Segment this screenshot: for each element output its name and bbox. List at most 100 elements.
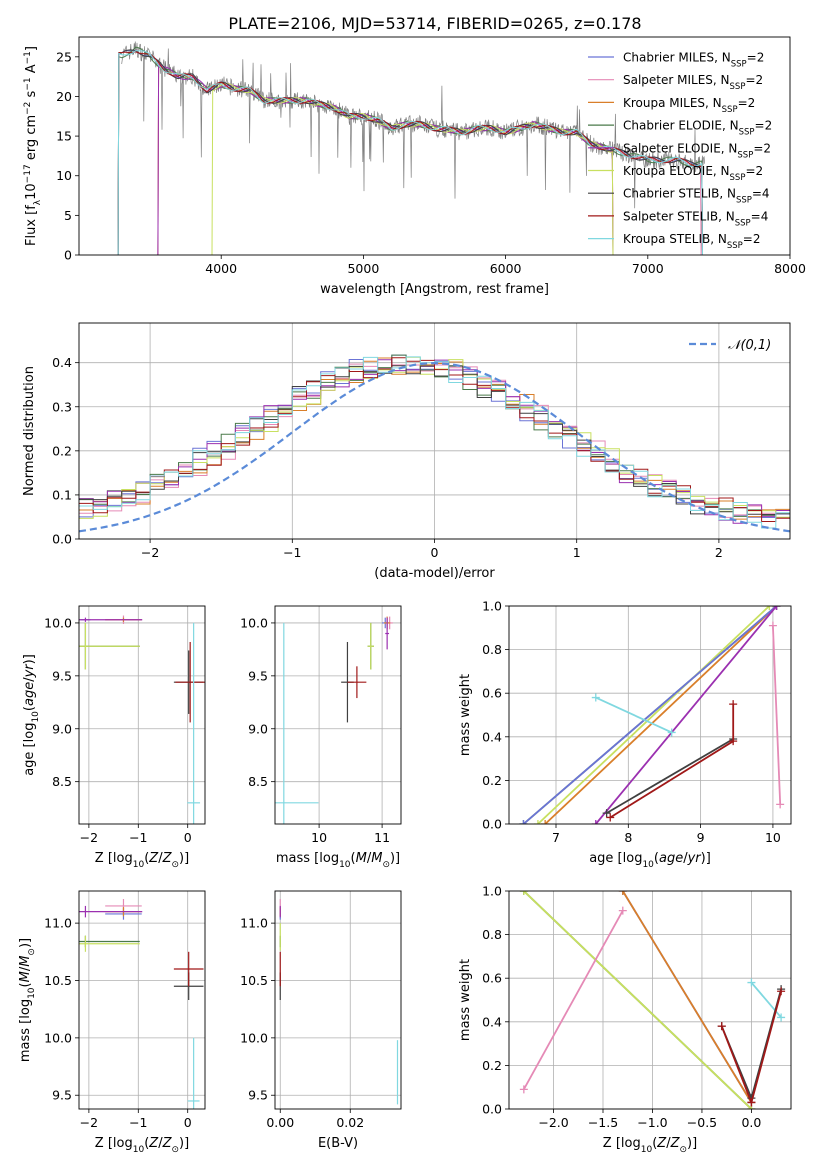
y-tick-label: 0.4 [52,355,72,370]
mass_vs_ebv-frame [274,890,402,1110]
errorbar-point [173,951,204,987]
x-tick-label: 0 [184,830,192,845]
weight-marker [533,820,542,824]
label-part: log [18,999,33,1019]
weight-marker [776,800,785,809]
label-part: Z [656,1136,667,1151]
y-tick-label: 9.5 [52,1088,72,1103]
label-part: log [621,1136,641,1151]
x-tick-label: 11 [374,830,390,845]
legend-tail: =4 [752,187,770,201]
weight-marker [591,693,600,702]
legend-label: Kroupa MILES, N [623,96,722,110]
label-part: yr [22,663,37,679]
label-part: M [18,971,33,982]
x-tick-label: 7 [552,830,560,845]
legend-label: Chabrier MILES, N [623,51,731,65]
label-part: )] [701,851,711,866]
x-tick-label: −1.0 [637,1115,667,1130]
y-tick-label: 9.5 [248,1088,268,1103]
label-part: A [24,64,39,77]
legend-entry: Kroupa STELIB, NSSP=2 [623,232,761,251]
residual_hist-axes: −2 −1 0 1 2 0.0 0.1 0.2 0.3 0.4 [52,323,790,560]
age_vs_Z-xlabel: Z [log10(Z/Z⊙)] [95,851,189,870]
y-tick-label: 9.0 [248,721,268,736]
errorbar-point [79,617,143,622]
y-tick-label: 0.3 [52,399,72,414]
label-part: ( [351,851,356,866]
hist-plot [79,354,790,533]
legend-normal-label: 𝒩(0,1) [728,338,771,353]
hist-step-6 [79,365,790,515]
model-spectrum-6 [117,49,703,255]
label-part: E(B-V) [318,1136,358,1151]
label-part: )] [18,938,33,948]
y-tick-label: 0.4 [482,1014,502,1029]
massweight_vs_Z-ylabel: mass weight [458,959,473,1041]
errorbar-point [175,641,205,723]
mass_vs_ebv-xlabel: E(B-V) [318,1136,358,1151]
errorbar-point [79,622,140,670]
weight-marker [747,978,756,987]
label-part: −1 [23,51,33,64]
label-part: −1 [23,77,33,90]
label-part: 10 [31,711,41,723]
x-tick-label: 0.0 [741,1115,761,1130]
legend-sub: SSP [730,173,746,183]
weight-line-2 [622,891,753,1103]
label-part: ( [144,851,149,866]
legend-sub: SSP [731,60,747,70]
label-part: )] [390,851,400,866]
weight-marker [777,1013,786,1022]
weight-marker [519,891,528,895]
mass_vs_Z-ylabel: mass [log10(M/M⊙)] [18,938,37,1062]
y-tick-label: 0.8 [482,927,502,942]
label-part: Z [670,1136,681,1151]
errorbar-point [187,1037,200,1109]
spectrum-xlabel: wavelength [Angstrom, rest frame] [320,282,549,297]
weight-marker [768,621,777,630]
label-part: log [22,723,37,743]
weight-marker [747,1098,756,1107]
label-part: ( [22,706,37,711]
y-tick-label: 8.5 [248,774,268,789]
legend-label: Chabrier STELIB, N [623,187,736,201]
age_vs_mass-frame [274,605,402,825]
x-tick-label: −1.5 [588,1115,618,1130]
legend-sub: SSP [737,150,753,160]
spectrum-axes: 4000 5000 6000 7000 8000 0 5 10 15 20 25 [56,49,806,276]
legend-label: Chabrier ELODIE, N [623,119,739,133]
spectrum-ylabel: Flux [fλ10−17 erg cm−2 s−1 A−1] [23,46,43,246]
weight-marker [667,728,676,737]
legend-label: Kroupa STELIB, N [623,232,727,246]
weight-marker [541,820,550,824]
model-spectrum-2 [157,64,614,255]
y-tick-label: 9.5 [248,668,268,683]
label-part: mass [ [18,1019,33,1062]
y-tick-label: 20 [56,89,72,104]
x-tick-label: −1 [129,830,147,845]
legend-sub: SSP [722,105,738,115]
label-part: )] [22,654,37,664]
mass_vs_ebv-plot [279,899,399,1105]
label-part: log [113,851,133,866]
x-tick-label: −2 [80,1115,98,1130]
legend-entry: Chabrier ELODIE, NSSP=2 [623,119,772,138]
legend-entry: Chabrier MILES, NSSP=2 [623,51,764,70]
legend-sub: SSP [736,196,752,206]
hist-xlabel: (data-model)/error [374,566,495,581]
label-part: Z [162,851,173,866]
label-part: )] [179,851,189,866]
mass_vs_Z-axes: −2 −1 0 9.5 10.0 10.5 11.0 [44,891,205,1130]
label-part: 10 [24,183,39,200]
label-part: log [623,851,643,866]
legend-tail: =2 [743,232,761,246]
y-tick-label: 0.2 [52,443,72,458]
label-part: ⊙ [171,860,179,870]
label-part: / [22,677,37,682]
legend-tail: =2 [738,96,756,110]
weight-marker [729,737,738,746]
model-spectrum-4 [157,64,614,255]
x-tick-label: 1 [573,545,581,560]
massweight_vs_age-axes: 7 8 9 10 0.0 0.2 0.4 0.6 0.8 1.0 [482,599,791,845]
